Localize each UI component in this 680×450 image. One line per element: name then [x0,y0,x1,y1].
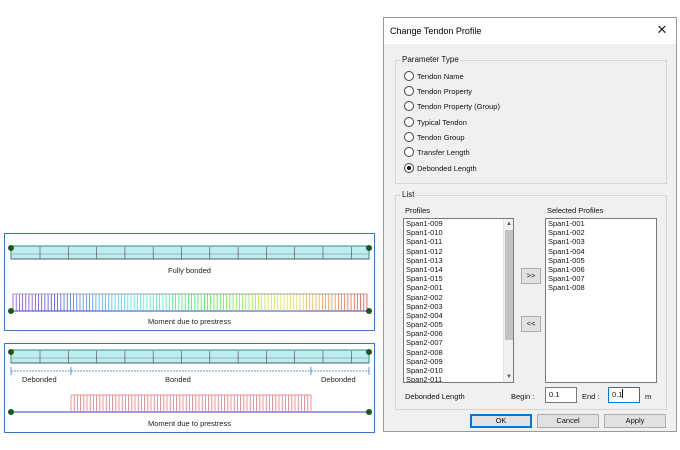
profile-list-item[interactable]: Span2-007 [406,338,443,348]
support-node-icon [8,349,14,355]
fully-bonded-diagram [8,245,372,314]
radio-tendon-group[interactable]: Tendon Group [404,131,465,143]
selected-profile-list-item[interactable]: Span1-001 [548,219,585,228]
fully-bonded-figure: Fully bonded Moment due to prestress [4,233,375,331]
profile-list-item[interactable]: Span2-002 [406,292,443,302]
radio-label: Debonded Length [417,163,477,173]
selected-profiles-label: Selected Profiles [547,206,604,215]
scroll-down-icon[interactable]: ▼ [506,374,512,380]
profile-list-item[interactable]: Span2-008 [406,347,443,357]
begin-value: 0.1 [549,390,560,399]
beam-body [10,245,370,260]
debonded-length-label: Debonded Length [405,392,465,401]
debonded-figure: Debonded Bonded Debonded Moment due to p… [4,343,375,433]
radio-button-icon[interactable] [404,132,414,142]
selected-profile-list-item[interactable]: Span1-002 [548,228,585,238]
segment-label-debonded-left: Debonded [22,375,57,384]
list-group: List Profiles Span1-009 Span1-010 Span1-01… [395,190,667,410]
ok-button[interactable]: OK [470,414,532,428]
profile-list-item[interactable]: Span2-003 [406,301,443,311]
radio-tendon-name[interactable]: Tendon Name [404,70,464,82]
end-label: End : [582,392,600,401]
selected-profiles-list: Span1-001 Span1-002 Span1-003 Span1-004 Span… [546,219,656,293]
beam-body [10,349,370,364]
selected-profile-list-item[interactable]: Span1-008 [548,283,585,293]
end-input[interactable]: 0.1 [608,387,640,403]
profiles-listbox[interactable]: Span1-009 Span1-010 Span1-011 Span1-012 Span… [403,218,514,383]
profile-list-item[interactable]: Span1-012 [406,246,443,256]
text-caret [622,389,624,398]
debonded-diagram [8,349,372,415]
list-label: List [400,190,417,199]
fully-bonded-moment-caption: Moment due to prestress [148,317,231,326]
parameter-type-label: Parameter Type [400,55,461,64]
cancel-button[interactable]: Cancel [537,414,599,428]
debonded-moment-caption: Moment due to prestress [148,419,231,428]
radio-label: Tendon Property (Group) [417,101,500,111]
profile-list-item[interactable]: Span1-015 [406,274,443,284]
selected-profile-list-item[interactable]: Span1-005 [548,255,585,265]
selected-profile-list-item[interactable]: Span1-003 [548,237,585,247]
profiles-scrollbar[interactable]: ▲ ▼ [503,219,513,382]
profile-list-item[interactable]: Span1-014 [406,264,443,274]
profile-list-item[interactable]: Span2-004 [406,310,443,320]
radio-transfer-length[interactable]: Transfer Length [404,146,470,158]
radio-debonded-length[interactable]: Debonded Length [404,162,477,174]
radio-label: Transfer Length [417,147,470,157]
segment-label-bonded: Bonded [165,375,191,384]
radio-button-icon[interactable] [404,86,414,96]
profile-list-item[interactable]: Span1-011 [406,237,443,247]
radio-button-icon[interactable] [404,101,414,111]
support-node-icon [8,245,14,251]
support-node-icon [366,308,372,314]
selected-profile-list-item[interactable]: Span1-006 [548,264,585,274]
dialog-title: Change Tendon Profile [390,26,482,36]
selected-profile-list-item[interactable]: Span1-004 [548,246,585,256]
radio-label: Tendon Group [417,132,465,142]
support-node-icon [366,245,372,251]
radio-tendon-property-group[interactable]: Tendon Property (Group) [404,100,500,112]
profile-list-item[interactable]: Span2-009 [406,356,443,366]
radio-typical-tendon[interactable]: Typical Tendon [404,116,467,128]
change-tendon-profile-dialog: Change Tendon Profile ✕ Parameter Type T… [383,17,677,432]
scroll-up-icon[interactable]: ▲ [506,221,512,227]
radio-button-icon[interactable] [404,71,414,81]
apply-button[interactable]: Apply [604,414,666,428]
support-node-icon [8,409,14,415]
support-node-icon [366,349,372,355]
support-node-icon [366,409,372,415]
support-node-icon [8,308,14,314]
dialog-titlebar: Change Tendon Profile ✕ [384,18,676,44]
radio-label: Tendon Name [417,71,464,81]
remove-profile-button[interactable]: << [521,316,541,332]
profile-list-item[interactable]: Span2-006 [406,329,443,339]
profiles-label: Profiles [405,206,431,215]
profile-list-item[interactable]: Span2-001 [406,283,443,293]
radio-button-icon[interactable] [404,147,414,157]
profile-list-item[interactable]: Span1-010 [406,228,443,238]
profile-list-item[interactable]: Span2-011 [406,375,443,383]
end-value: 0.1 [612,390,623,399]
add-profile-button[interactable]: >> [521,268,541,284]
close-icon[interactable]: ✕ [656,22,668,37]
fully-bonded-caption: Fully bonded [168,266,211,275]
profile-list-item[interactable]: Span1-013 [406,255,443,265]
radio-label: Typical Tendon [417,117,467,127]
profiles-list: Span1-009 Span1-010 Span1-011 Span1-012 Span… [404,219,513,383]
radio-label: Tendon Property [417,86,473,96]
begin-input[interactable]: 0.1 [545,387,577,403]
begin-label: Begin : [511,392,535,401]
profile-list-item[interactable]: Span1-009 [406,219,443,228]
selected-profile-list-item[interactable]: Span1-007 [548,274,585,284]
segment-label-debonded-right: Debonded [321,375,356,384]
profile-list-item[interactable]: Span2-010 [406,366,443,375]
radio-button-checked-icon[interactable] [404,163,414,173]
selected-profiles-listbox[interactable]: Span1-001 Span1-002 Span1-003 Span1-004 Span… [545,218,657,383]
scrollbar-thumb[interactable] [505,230,513,340]
parameter-type-group: Parameter Type Tendon Name Tendon Proper… [395,55,667,184]
radio-tendon-property[interactable]: Tendon Property [404,85,472,97]
unit-label: m [645,392,652,401]
radio-button-icon[interactable] [404,117,414,127]
profile-list-item[interactable]: Span2-005 [406,320,443,330]
